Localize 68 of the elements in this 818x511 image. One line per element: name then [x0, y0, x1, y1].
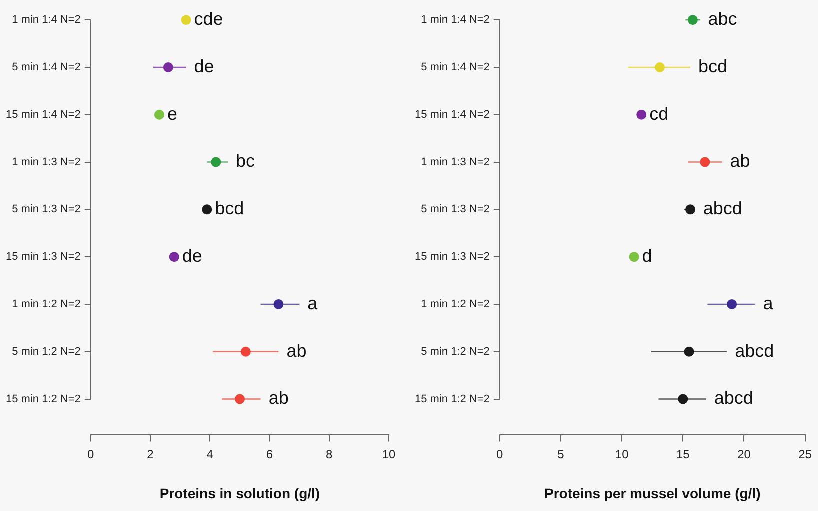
x-tick-label: 0 [88, 447, 95, 462]
annotation: ab [286, 340, 307, 361]
annotation: e [167, 104, 178, 124]
point [636, 110, 647, 120]
y-tick-label: 1 min 1:3 N=2 [12, 156, 81, 168]
annotation: de [182, 246, 202, 266]
point [163, 62, 174, 72]
annotation: a [763, 293, 774, 314]
x-tick-label: 5 [558, 447, 565, 462]
y-tick-label: 15 min 1:2 N=2 [6, 393, 81, 406]
point [240, 346, 251, 357]
y-tick-label: 5 min 1:2 N=2 [421, 346, 490, 358]
annotation: ab [730, 151, 750, 172]
y-tick-label: 1 min 1:2 N=2 [421, 298, 490, 310]
y-tick-label: 15 min 1:3 N=2 [415, 251, 490, 264]
annotation: de [194, 56, 214, 76]
y-tick-label: 5 min 1:3 N=2 [12, 204, 81, 216]
y-tick-label: 1 min 1:3 N=2 [421, 156, 490, 168]
point [234, 394, 245, 404]
point [688, 15, 698, 26]
point [181, 15, 192, 26]
annotation: d [642, 246, 652, 266]
x-tick-label: 6 [266, 447, 274, 462]
y-tick-label: 5 min 1:2 N=2 [12, 346, 81, 358]
x-tick-label: 15 [676, 447, 690, 462]
x-axis-title: Proteins per mussel volume (g/l) [544, 485, 761, 502]
y-tick-label: 5 min 1:4 N=2 [12, 62, 81, 74]
y-tick-label: 15 min 1:2 N=2 [415, 393, 490, 406]
annotation: abcd [714, 388, 754, 408]
annotation: cd [650, 104, 669, 124]
y-tick-label: 1 min 1:4 N=2 [12, 14, 81, 26]
annotation: bcd [215, 198, 244, 219]
annotation: ab [268, 388, 289, 408]
point [154, 110, 164, 120]
annotation: cde [194, 9, 224, 30]
y-tick-label: 5 min 1:4 N=2 [421, 62, 490, 74]
x-tick-label: 10 [382, 447, 396, 462]
point [678, 394, 688, 404]
annotation: abcd [735, 340, 774, 361]
point [274, 299, 284, 310]
point [685, 204, 696, 215]
x-tick-label: 0 [496, 447, 504, 462]
y-tick-label: 1 min 1:4 N=2 [421, 14, 490, 26]
x-tick-label: 2 [147, 447, 154, 462]
point [629, 252, 640, 262]
annotation: abc [708, 9, 738, 30]
point [202, 204, 212, 215]
y-tick-label: 15 min 1:4 N=2 [6, 108, 81, 121]
x-tick-label: 8 [326, 447, 334, 462]
annotation: a [308, 293, 319, 314]
point [654, 62, 665, 72]
point [169, 252, 180, 262]
point [727, 299, 738, 310]
point [211, 157, 222, 168]
x-tick-label: 20 [738, 447, 752, 462]
x-tick-label: 4 [206, 447, 214, 462]
y-tick-label: 1 min 1:2 N=2 [12, 298, 81, 310]
point [684, 346, 694, 357]
annotation: bc [236, 151, 256, 172]
y-tick-label: 5 min 1:3 N=2 [421, 204, 490, 216]
annotation: bcd [698, 56, 728, 76]
x-axis-title: Proteins in solution (g/l) [160, 485, 320, 502]
point [700, 157, 710, 168]
y-tick-label: 15 min 1:4 N=2 [415, 108, 490, 121]
annotation: abcd [703, 198, 742, 219]
x-tick-label: 25 [798, 447, 812, 462]
y-tick-label: 15 min 1:3 N=2 [6, 251, 81, 264]
x-tick-label: 10 [615, 447, 630, 462]
